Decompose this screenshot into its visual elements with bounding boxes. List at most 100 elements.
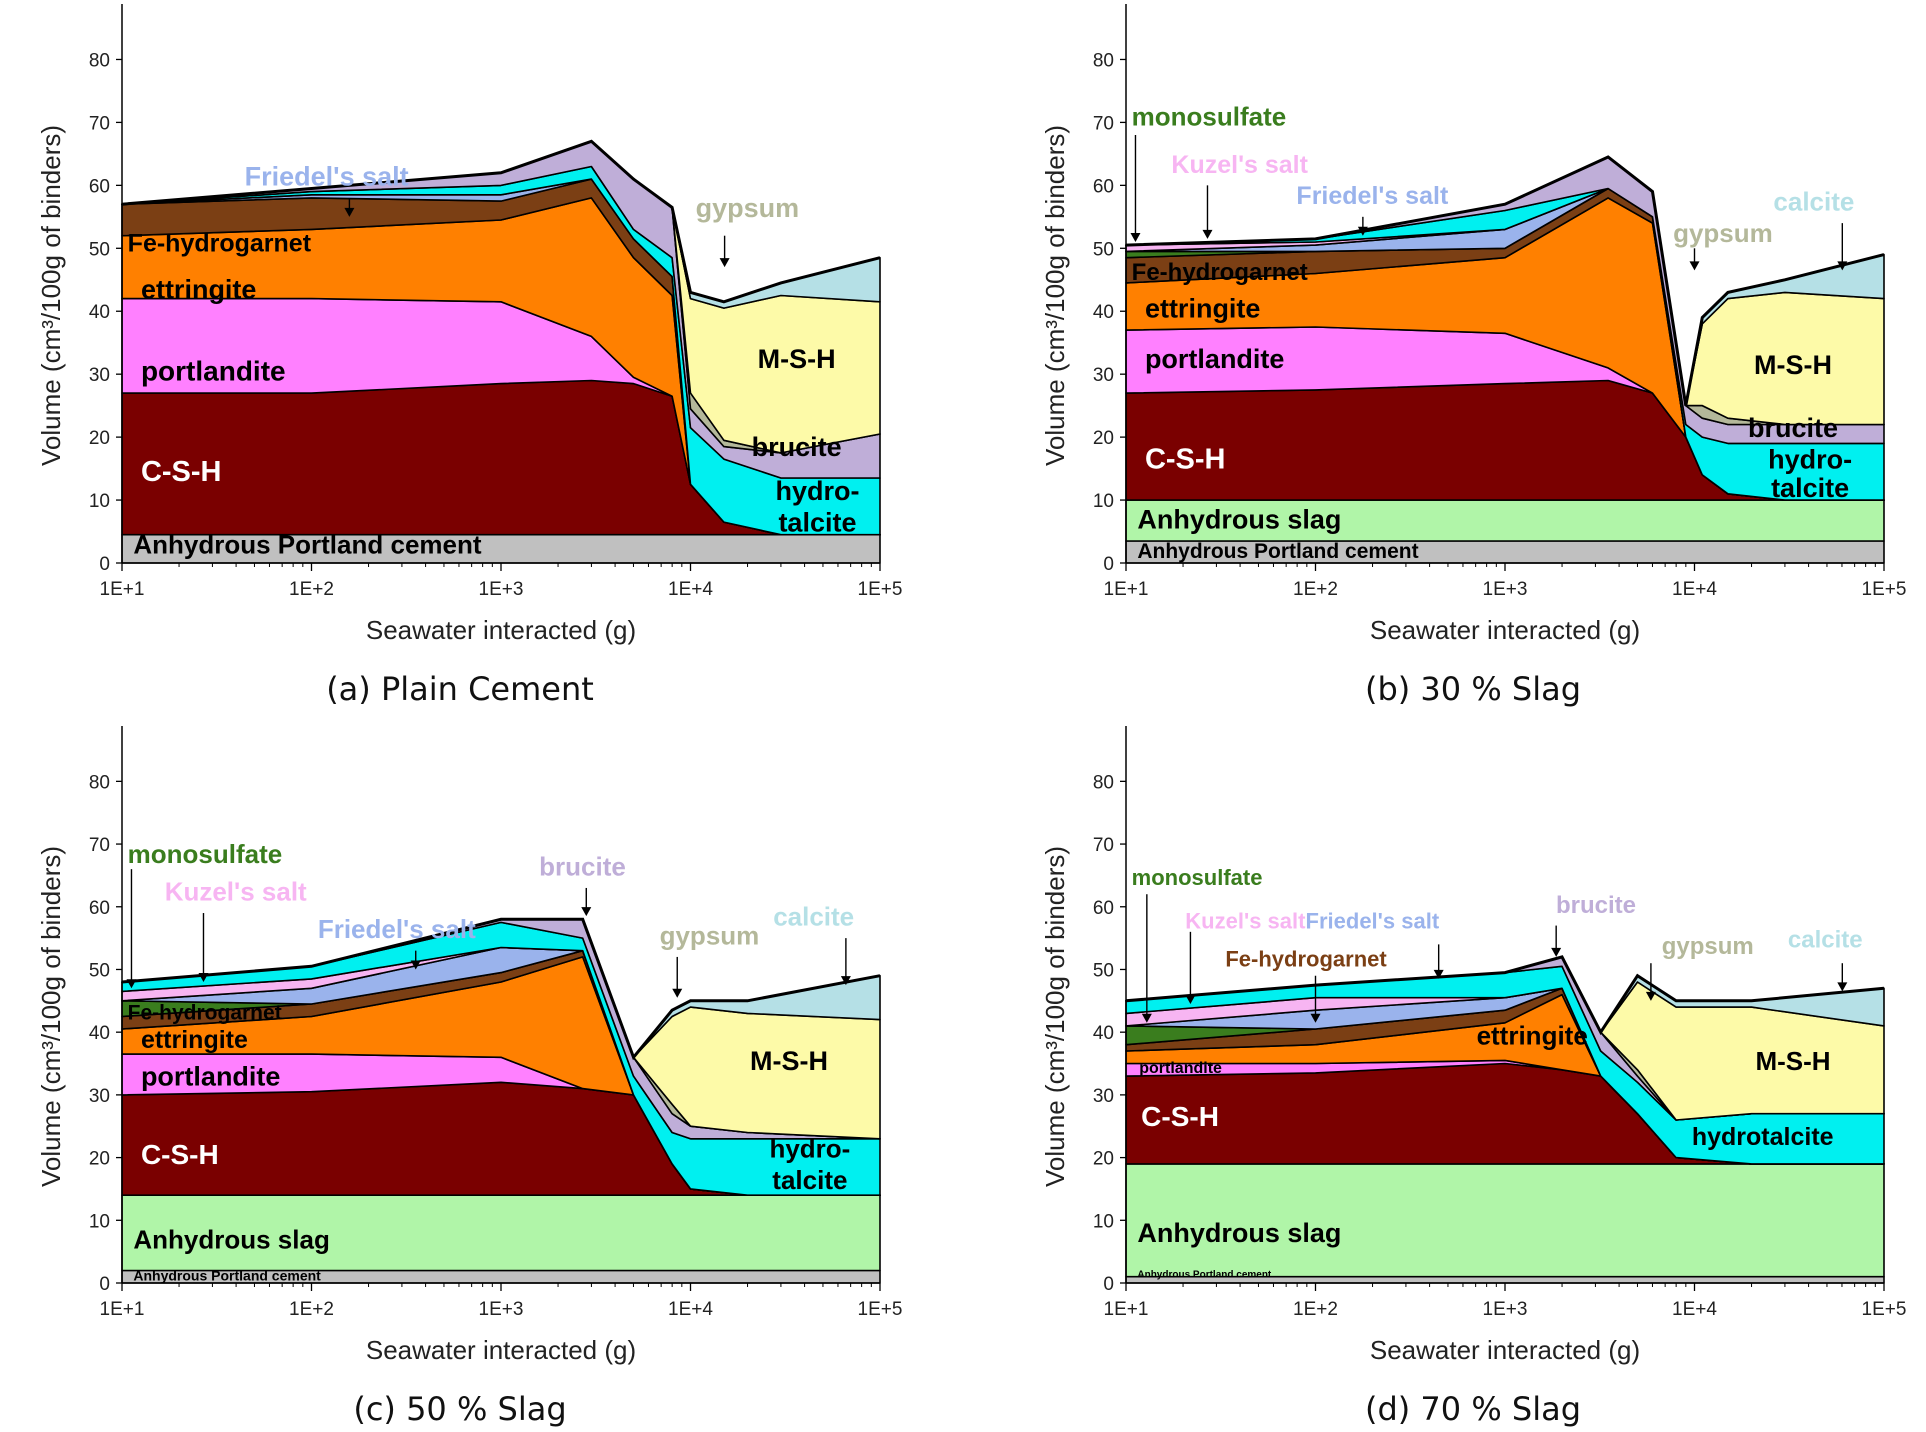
y-axis-title: Volume (cm³/100g of binders) [36,846,66,1187]
arrow-head [1433,969,1444,979]
label-kuzel-s-salt: Kuzel's salt [1185,909,1306,934]
y-tick-label: 0 [99,1274,110,1295]
label-anhydrous-portland-cement: Anhydrous Portland cement [1137,540,1418,563]
arrow-head [344,207,355,217]
label-calcite: calcite [773,902,854,932]
y-tick-label: 40 [89,1023,110,1044]
x-tick-label: 1E+4 [668,579,713,600]
y-tick-label: 0 [99,554,110,575]
x-tick-label: 1E+4 [1672,1299,1717,1320]
y-tick-label: 30 [1093,1086,1114,1107]
label-m-s-h: M-S-H [758,344,836,374]
label-friedel-s-salt: Friedel's salt [318,914,476,944]
label-m-s-h: M-S-H [1755,1046,1830,1076]
y-tick-label: 50 [89,239,110,260]
y-tick-label: 20 [1093,1149,1114,1170]
label-hydro: hydro- [775,476,859,506]
label-talcite: talcite [1771,473,1849,503]
arrow-head [672,988,683,998]
x-tick-label: 1E+5 [858,1299,903,1320]
y-tick-label: 0 [1103,554,1114,575]
label-brucite: brucite [1748,413,1838,443]
y-tick-label: 70 [89,835,110,856]
y-tick-label: 40 [1093,302,1114,323]
y-tick-label: 30 [1093,365,1114,386]
panel-2: 0 10 20 30 40 50 60 70 80 1E+1 1E+2 1E+3 1E+4 1E+5 Sea… [1040,4,1906,708]
x-tick-label: 1E+1 [100,579,145,600]
x-axis-title: Seawater interacted (g) [1370,615,1640,645]
label-anhydrous-slag: Anhydrous slag [133,1225,329,1255]
label-friedel-s-salt: Friedel's salt [245,161,409,191]
label-monosulfate: monosulfate [1132,865,1263,890]
y-axis-title: Volume (cm³/100g of binders) [1040,125,1070,466]
arrow-head [1837,261,1848,271]
label-fe-hydrogarnet: Fe-hydrogarnet [1132,259,1308,286]
y-tick-label: 80 [1093,50,1114,71]
label-talcite: talcite [778,508,856,538]
arrow-head [126,979,137,989]
x-tick-label: 1E+2 [289,1299,334,1320]
label-c-s-h: C-S-H [141,456,222,488]
arrow-head [1357,226,1368,236]
panel-caption: (a) Plain Cement [326,670,594,708]
label-gypsum: gypsum [1673,218,1773,248]
x-tick-label: 1E+4 [1672,579,1717,600]
label-brucite: brucite [1556,892,1636,919]
label-brucite: brucite [539,851,626,881]
arrow-head [581,907,592,917]
y-tick-label: 60 [1093,898,1114,919]
label-portlandite: portlandite [141,1061,281,1091]
label-fe-hydrogarnet: Fe-hydrogarnet [128,229,312,257]
y-tick-label: 10 [89,491,110,512]
label-ettringite: ettringite [1477,1021,1588,1051]
y-tick-label: 50 [89,960,110,981]
x-tick-label: 1E+1 [1104,579,1149,600]
x-tick-label: 1E+1 [100,1299,145,1320]
label-anhydrous-portland-cement: Anhydrous Portland cement [133,1267,321,1283]
label-ettringite: ettringite [141,275,257,305]
x-tick-label: 1E+2 [1293,1299,1338,1320]
x-tick-label: 1E+1 [1104,1299,1149,1320]
label-hydro: hydro- [1768,445,1852,475]
x-tick-label: 1E+5 [1862,1299,1907,1320]
label-c-s-h: C-S-H [141,1139,219,1170]
y-tick-label: 20 [1093,428,1114,449]
label-talcite: talcite [772,1165,847,1195]
label-c-s-h: C-S-H [1141,1101,1219,1132]
label-gypsum: gypsum [1662,933,1754,960]
total-outline [121,139,881,304]
x-tick-label: 1E+5 [858,579,903,600]
arrow-head [719,258,730,268]
y-tick-label: 10 [1093,491,1114,512]
y-tick-label: 30 [89,365,110,386]
panel-1: 0 10 20 30 40 50 60 70 80 1E+1 1E+2 1E+3 1E+4 1E+5 Sea… [36,4,902,708]
y-tick-label: 80 [1093,772,1114,793]
y-tick-label: 40 [1093,1023,1114,1044]
label-portlandite: portlandite [1139,1060,1222,1077]
arrow-head [1185,994,1196,1004]
label-gypsum: gypsum [696,193,800,223]
arrow-head [198,973,209,983]
panel-4: 0 10 20 30 40 50 60 70 80 1E+1 1E+2 1E+3 1E+4 1E+5 Sea… [1040,726,1906,1428]
label-hydro: hydro- [769,1134,850,1164]
label-portlandite: portlandite [1145,344,1285,374]
x-tick-label: 1E+2 [1293,579,1338,600]
y-tick-label: 30 [89,1086,110,1107]
label-kuzel-s-salt: Kuzel's salt [1171,151,1308,179]
label-ettringite: ettringite [141,1026,248,1054]
y-tick-label: 50 [1093,960,1114,981]
total-outline [1125,955,1885,1036]
arrow-head [1645,991,1656,1001]
label-calcite: calcite [1788,927,1863,954]
label-friedel-s-salt: Friedel's salt [1296,182,1449,210]
label-gypsum: gypsum [660,920,760,950]
x-axis-title: Seawater interacted (g) [366,1335,636,1365]
label-friedel-s-salt: Friedel's salt [1306,909,1440,934]
y-tick-label: 40 [89,302,110,323]
x-axis-title: Seawater interacted (g) [1370,1335,1640,1365]
y-tick-label: 80 [89,772,110,793]
arrow-head [1689,261,1700,271]
arrow-head [840,976,851,986]
x-tick-label: 1E+5 [1862,579,1907,600]
y-tick-label: 80 [89,50,110,71]
